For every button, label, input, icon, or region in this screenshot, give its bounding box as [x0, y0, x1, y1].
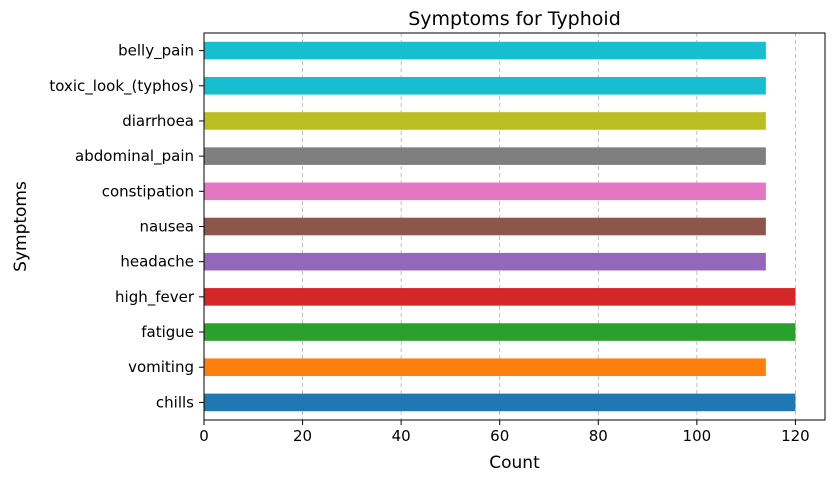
- x-tick-label: 40: [392, 427, 411, 445]
- y-tick-label: toxic_look_(typhos): [49, 77, 194, 96]
- bar-headache: [204, 252, 766, 271]
- x-tick-label: 100: [683, 427, 712, 445]
- y-tick-label: chills: [156, 393, 194, 411]
- y-tick-label: high_fever: [115, 288, 195, 307]
- y-tick-label: constipation: [102, 182, 194, 200]
- bar-nausea: [204, 217, 766, 236]
- bars: [204, 41, 796, 412]
- grid-lines: [203, 33, 796, 420]
- bar-chills: [204, 393, 796, 412]
- y-tick-label: diarrhoea: [122, 112, 194, 130]
- y-tick-label: nausea: [140, 218, 194, 236]
- y-tick-label: fatigue: [141, 323, 194, 341]
- y-tick-label: abdominal_pain: [75, 147, 194, 166]
- y-tick-label: vomiting: [128, 358, 194, 376]
- bar-abdominal_pain: [204, 147, 766, 165]
- x-axis-ticks: 0 20 40 60 80 100 120: [199, 420, 810, 445]
- y-tick-label: headache: [120, 253, 194, 271]
- y-axis-ticks: chills vomiting fatigue high_fever headache n…: [49, 42, 204, 411]
- x-tick-label: 80: [589, 427, 608, 445]
- bar-toxic_look_(typhos): [204, 76, 766, 95]
- x-tick-label: 0: [199, 427, 209, 445]
- x-axis-label: Count: [489, 453, 540, 473]
- bar-vomiting: [204, 358, 766, 377]
- bar-belly_pain: [204, 41, 766, 60]
- x-tick-label: 20: [293, 427, 312, 445]
- y-axis-label: Symptoms: [11, 181, 31, 272]
- y-tick-label: belly_pain: [118, 42, 194, 61]
- bar-diarrhoea: [204, 112, 766, 130]
- bar-fatigue: [204, 323, 796, 341]
- bar-constipation: [204, 182, 766, 201]
- x-tick-label: 120: [781, 427, 810, 445]
- chart-title: Symptoms for Typhoid: [408, 8, 621, 30]
- x-tick-label: 60: [490, 427, 509, 445]
- bar-high_fever: [204, 288, 796, 306]
